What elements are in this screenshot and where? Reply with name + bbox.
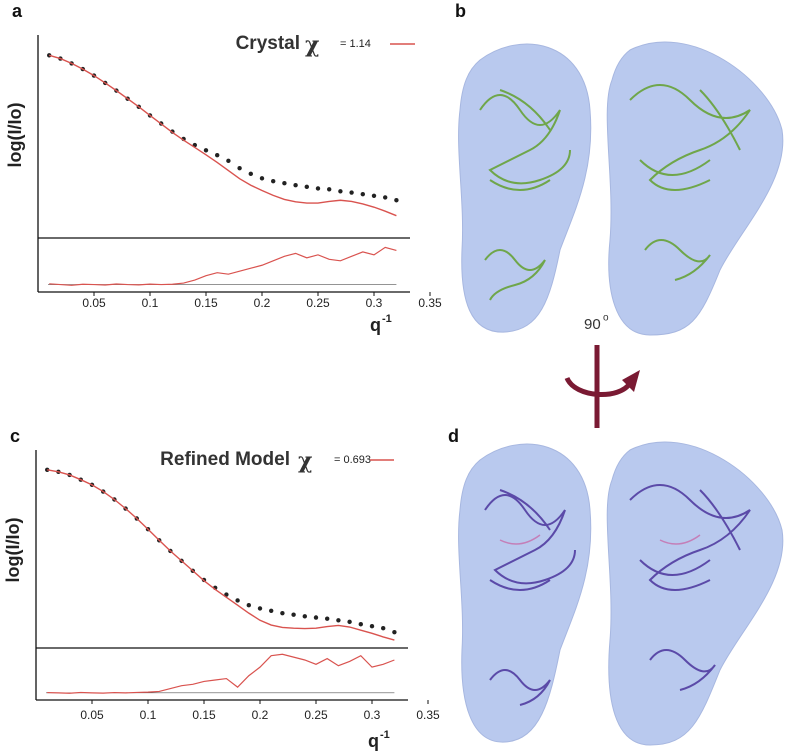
data-point — [347, 619, 352, 625]
legend-label: = 1.14 — [340, 38, 371, 50]
structure-d — [458, 441, 784, 746]
data-point — [203, 148, 209, 153]
data-point — [381, 626, 386, 631]
x-axis-label-sup: -1 — [382, 313, 392, 325]
data-point — [358, 622, 363, 627]
x-tick-label: 0.05 — [80, 708, 104, 722]
rotation-label: 90 — [584, 316, 601, 333]
x-tick-label: 0.35 — [418, 296, 442, 310]
structure-b — [458, 41, 784, 336]
panel-label: b — [455, 1, 466, 21]
data-point — [235, 598, 240, 603]
model-curve — [47, 469, 395, 641]
data-point — [259, 176, 265, 181]
chi-symbol: χ — [298, 448, 312, 474]
y-axis-label: log(I/Io) — [5, 103, 25, 168]
data-point — [226, 158, 231, 164]
x-tick-label: 0.25 — [304, 708, 328, 722]
x-tick-label: 0.1 — [142, 296, 159, 310]
x-tick-label: 0.05 — [82, 296, 106, 310]
data-point — [349, 190, 354, 195]
data-point — [257, 606, 263, 611]
data-point — [338, 189, 343, 194]
x-tick-label: 0.1 — [140, 708, 157, 722]
x-tick-label: 0.35 — [416, 708, 440, 722]
data-point — [392, 629, 397, 635]
x-tick-label: 0.2 — [254, 296, 271, 310]
data-point — [248, 171, 253, 177]
data-point — [237, 165, 242, 171]
data-point — [271, 178, 276, 184]
rotation-unit: o — [603, 313, 609, 324]
data-point — [291, 612, 296, 617]
legend-label: = 0.693 — [334, 454, 371, 466]
panel-label: d — [448, 426, 459, 446]
x-axis-label: q — [370, 315, 381, 335]
chart-title: Refined Model — [160, 449, 290, 470]
x-axis-label-sup: -1 — [380, 729, 390, 741]
data-point — [282, 180, 287, 186]
data-point — [215, 152, 220, 158]
data-point — [394, 198, 399, 203]
data-point — [224, 592, 229, 597]
panel-label: a — [12, 1, 23, 21]
data-point — [327, 187, 332, 192]
x-tick-label: 0.15 — [192, 708, 216, 722]
data-point — [293, 183, 298, 188]
data-point — [369, 624, 375, 629]
residual-curve — [49, 246, 397, 286]
data-point — [360, 191, 365, 197]
data-point — [246, 603, 251, 608]
data-point — [313, 615, 319, 620]
x-tick-label: 0.3 — [366, 296, 383, 310]
rotation-arrow — [564, 345, 640, 428]
data-point — [325, 616, 330, 621]
data-point — [280, 610, 285, 616]
panel-label: c — [10, 426, 20, 446]
data-point — [269, 608, 274, 613]
data-point — [336, 618, 341, 623]
model-curve — [49, 54, 397, 217]
x-tick-label: 0.15 — [194, 296, 218, 310]
data-point — [302, 614, 307, 619]
x-tick-label: 0.3 — [364, 708, 381, 722]
data-point — [371, 193, 377, 198]
data-point — [315, 186, 321, 191]
data-point — [383, 195, 388, 200]
y-axis-label: log(I/Io) — [3, 518, 23, 583]
x-tick-label: 0.25 — [306, 296, 330, 310]
chart-title: Crystal — [236, 33, 300, 54]
chi-symbol: χ — [305, 32, 319, 58]
data-point — [304, 184, 309, 190]
x-tick-label: 0.2 — [252, 708, 269, 722]
residual-curve — [47, 653, 395, 694]
x-axis-label: q — [368, 731, 379, 751]
